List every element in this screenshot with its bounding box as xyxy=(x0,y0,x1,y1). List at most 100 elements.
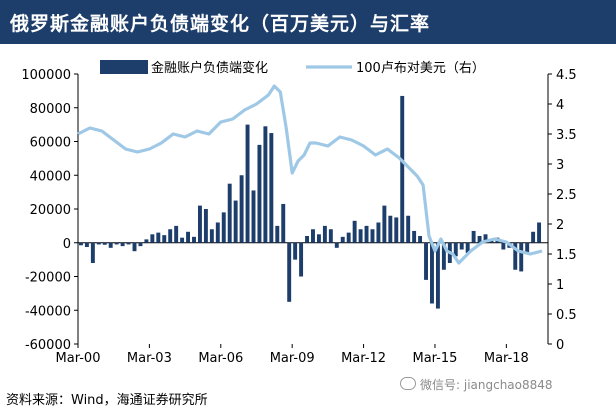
bar xyxy=(328,229,333,243)
y-left-tick-label: -40000 xyxy=(25,304,71,319)
bar xyxy=(120,242,125,247)
bar xyxy=(501,242,506,250)
bar xyxy=(537,222,542,243)
y-left-tick-label: -20000 xyxy=(25,271,71,286)
y-left-tick-label: 100000 xyxy=(21,68,71,83)
x-tick-label: Mar-18 xyxy=(484,351,529,366)
y-right-tick-label: 0.5 xyxy=(556,308,577,323)
bar xyxy=(412,230,417,243)
x-tick-label: Mar-03 xyxy=(127,351,172,366)
bar xyxy=(316,234,321,243)
bar xyxy=(174,225,179,243)
bar xyxy=(144,239,149,243)
y-right-tick-label: 2.5 xyxy=(556,188,577,203)
legend-label-line: 100卢布对美元（右） xyxy=(356,60,485,76)
bar xyxy=(418,236,423,243)
bar xyxy=(251,190,256,243)
y-left-tick-label: -60000 xyxy=(25,338,71,353)
bar xyxy=(96,242,101,245)
bar xyxy=(197,205,202,243)
exchange-rate-line xyxy=(77,84,543,265)
x-tick-label: Mar-06 xyxy=(198,351,243,366)
chart-title: 俄罗斯金融账户负债端变化（百万美元）与汇率 xyxy=(10,13,431,35)
bar xyxy=(525,242,530,253)
y-left-tick-label: 80000 xyxy=(30,102,71,117)
bar xyxy=(287,242,292,302)
bar xyxy=(406,215,411,243)
bar xyxy=(84,242,89,247)
bar xyxy=(382,205,387,243)
bar xyxy=(352,220,357,243)
watermark-text: 微信号: jiangchao8848 xyxy=(420,378,553,392)
bar xyxy=(281,203,286,243)
bar xyxy=(424,242,428,280)
bar xyxy=(453,242,458,257)
bar xyxy=(162,235,167,243)
axes-group: 100000 80000 60000 40000 20000 0 -20000 -40000 -… xyxy=(21,68,576,366)
y-right-tick-label: 3.5 xyxy=(556,128,577,143)
bar xyxy=(394,217,399,243)
bar xyxy=(376,222,381,243)
bar xyxy=(400,95,405,243)
bar xyxy=(245,124,250,243)
bar xyxy=(132,242,137,252)
x-tick-label: Mar-09 xyxy=(270,351,315,366)
legend-label-bars: 金融账户负债端变化 xyxy=(151,60,268,76)
line-series xyxy=(77,84,543,265)
bar xyxy=(263,126,268,243)
bar xyxy=(79,242,83,246)
x-tick-label: Mar-12 xyxy=(341,351,386,366)
wechat-icon xyxy=(400,377,416,390)
legend-swatch-bars xyxy=(100,60,148,74)
bar xyxy=(192,236,196,243)
bar xyxy=(227,183,232,243)
bar xyxy=(388,215,393,243)
bar xyxy=(215,222,220,243)
y-left-tick-label: 60000 xyxy=(30,136,71,151)
bar xyxy=(513,242,518,270)
bar xyxy=(269,133,274,243)
y-right-tick-label: 4.5 xyxy=(556,68,577,83)
bar xyxy=(358,229,363,243)
bar xyxy=(203,209,208,243)
y-left-tick-label: 20000 xyxy=(30,203,71,218)
bar-series xyxy=(79,95,542,309)
bar xyxy=(483,234,488,243)
bar xyxy=(168,229,173,243)
y-right-tick-label: 1 xyxy=(556,278,564,293)
bar xyxy=(477,236,482,243)
bar xyxy=(275,225,280,243)
y-right-tick-label: 1.5 xyxy=(556,248,577,263)
source-note: 资料来源：Wind，海通证券研究所 xyxy=(6,393,208,408)
y-left-tick-label: 0 xyxy=(63,237,71,252)
bar xyxy=(114,242,119,245)
bar xyxy=(340,236,345,243)
bar xyxy=(471,230,476,243)
bar xyxy=(334,242,339,248)
bar xyxy=(519,242,524,272)
y-left-tick-label: 40000 xyxy=(30,169,71,184)
y-right-tick-label: 3 xyxy=(556,158,564,173)
bar xyxy=(293,242,298,260)
bar xyxy=(311,229,315,243)
bar xyxy=(257,144,262,243)
bar xyxy=(346,232,351,243)
bar xyxy=(156,232,161,243)
bar xyxy=(364,225,369,243)
bar xyxy=(465,242,470,253)
bar xyxy=(441,242,446,270)
bar xyxy=(322,225,327,243)
bar xyxy=(209,229,214,243)
watermark: 微信号: jiangchao8848 xyxy=(400,376,553,393)
bar xyxy=(531,231,536,243)
bar xyxy=(150,234,155,243)
bar xyxy=(459,242,464,250)
bar xyxy=(239,175,244,243)
x-tick-label: Mar-15 xyxy=(412,351,457,366)
bar xyxy=(90,242,95,263)
y-right-tick-label: 0 xyxy=(556,338,564,353)
legend: 金融账户负债端变化 100卢布对美元（右） xyxy=(100,60,485,76)
bar xyxy=(102,242,107,245)
bar xyxy=(305,236,310,243)
